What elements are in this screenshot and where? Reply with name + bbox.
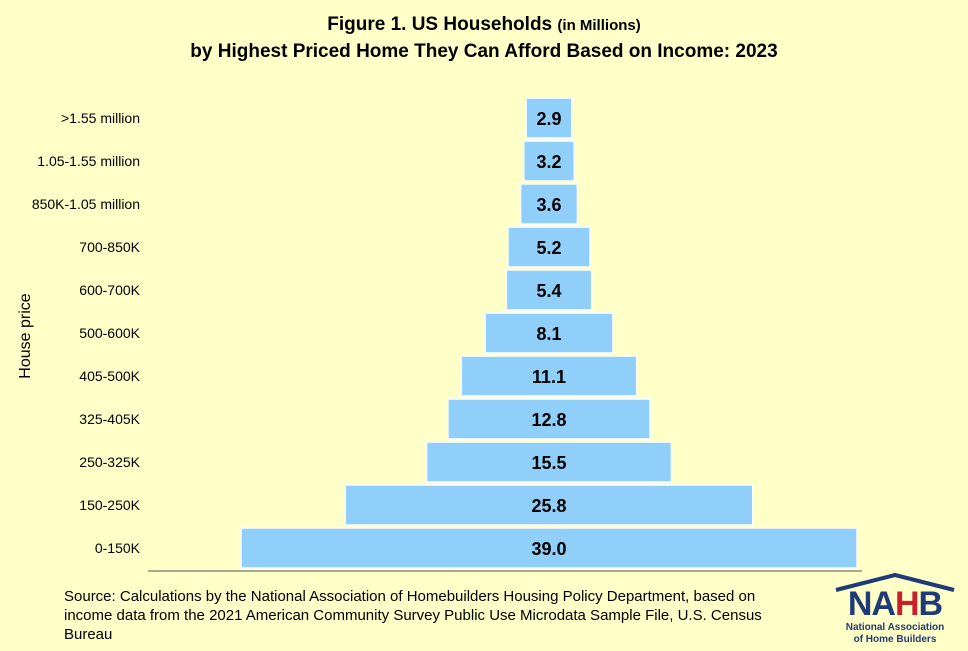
chart-title-unit: (in Millions) — [557, 17, 641, 34]
house-roof-icon — [835, 572, 955, 592]
bar-value-label: 3.6 — [536, 195, 561, 215]
bar — [519, 183, 579, 225]
nahb-logo: NAHB National Association of Home Builde… — [834, 572, 956, 648]
bar — [447, 398, 651, 440]
chart-title-main: Figure 1. US Households — [327, 14, 558, 35]
logo-letter-b: B — [918, 585, 944, 623]
bar — [344, 484, 754, 526]
logo-wordmark: NAHB — [834, 586, 956, 622]
bar-value-label: 25.8 — [531, 496, 566, 516]
logo-letters-na: NA — [847, 585, 896, 623]
bar-value-label: 12.8 — [531, 410, 566, 430]
bar — [525, 97, 573, 139]
bar — [240, 527, 858, 569]
bar-value-label: 5.4 — [536, 281, 561, 301]
bar — [522, 140, 576, 182]
bar-value-label: 3.2 — [536, 152, 561, 172]
category-tick-label: >1.55 million — [61, 110, 140, 126]
y-axis-title: House price — [17, 293, 34, 378]
bar-value-label: 5.2 — [536, 238, 561, 258]
category-tick-label: 1.05-1.55 million — [37, 153, 140, 169]
logo-org-line2: of Home Builders — [853, 634, 937, 645]
category-tick-label: 0-150K — [95, 540, 141, 556]
category-tick-label: 850K-1.05 million — [32, 196, 140, 212]
source-note: Source: Calculations by the National Ass… — [64, 588, 762, 643]
category-tick-label: 700-850K — [79, 239, 140, 255]
bar — [484, 312, 614, 354]
bar-value-label: 15.5 — [531, 453, 566, 473]
bar-value-label: 11.1 — [532, 367, 566, 387]
category-tick-label: 250-325K — [79, 454, 140, 470]
category-tick-label: 325-405K — [79, 411, 140, 427]
bar — [460, 355, 638, 397]
category-tick-label: 150-250K — [79, 497, 140, 513]
logo-org-name: National Association of Home Builders — [834, 622, 956, 646]
category-tick-label: 500-600K — [79, 325, 140, 341]
bar-value-label: 39.0 — [531, 539, 566, 559]
bar-value-label: 8.1 — [536, 324, 561, 344]
logo-letter-h: H — [894, 585, 920, 623]
bar — [505, 269, 593, 311]
category-tick-label: 405-500K — [79, 368, 140, 384]
bar-value-label: 2.9 — [536, 109, 561, 129]
logo-org-line1: National Association — [845, 622, 945, 633]
chart-title: Figure 1. US Households (in Millions) by… — [0, 12, 968, 65]
category-tick-label: 600-700K — [79, 282, 140, 298]
bar — [507, 226, 591, 268]
chart-subtitle: by Highest Priced Home They Can Afford B… — [190, 41, 778, 62]
bar — [425, 441, 673, 483]
